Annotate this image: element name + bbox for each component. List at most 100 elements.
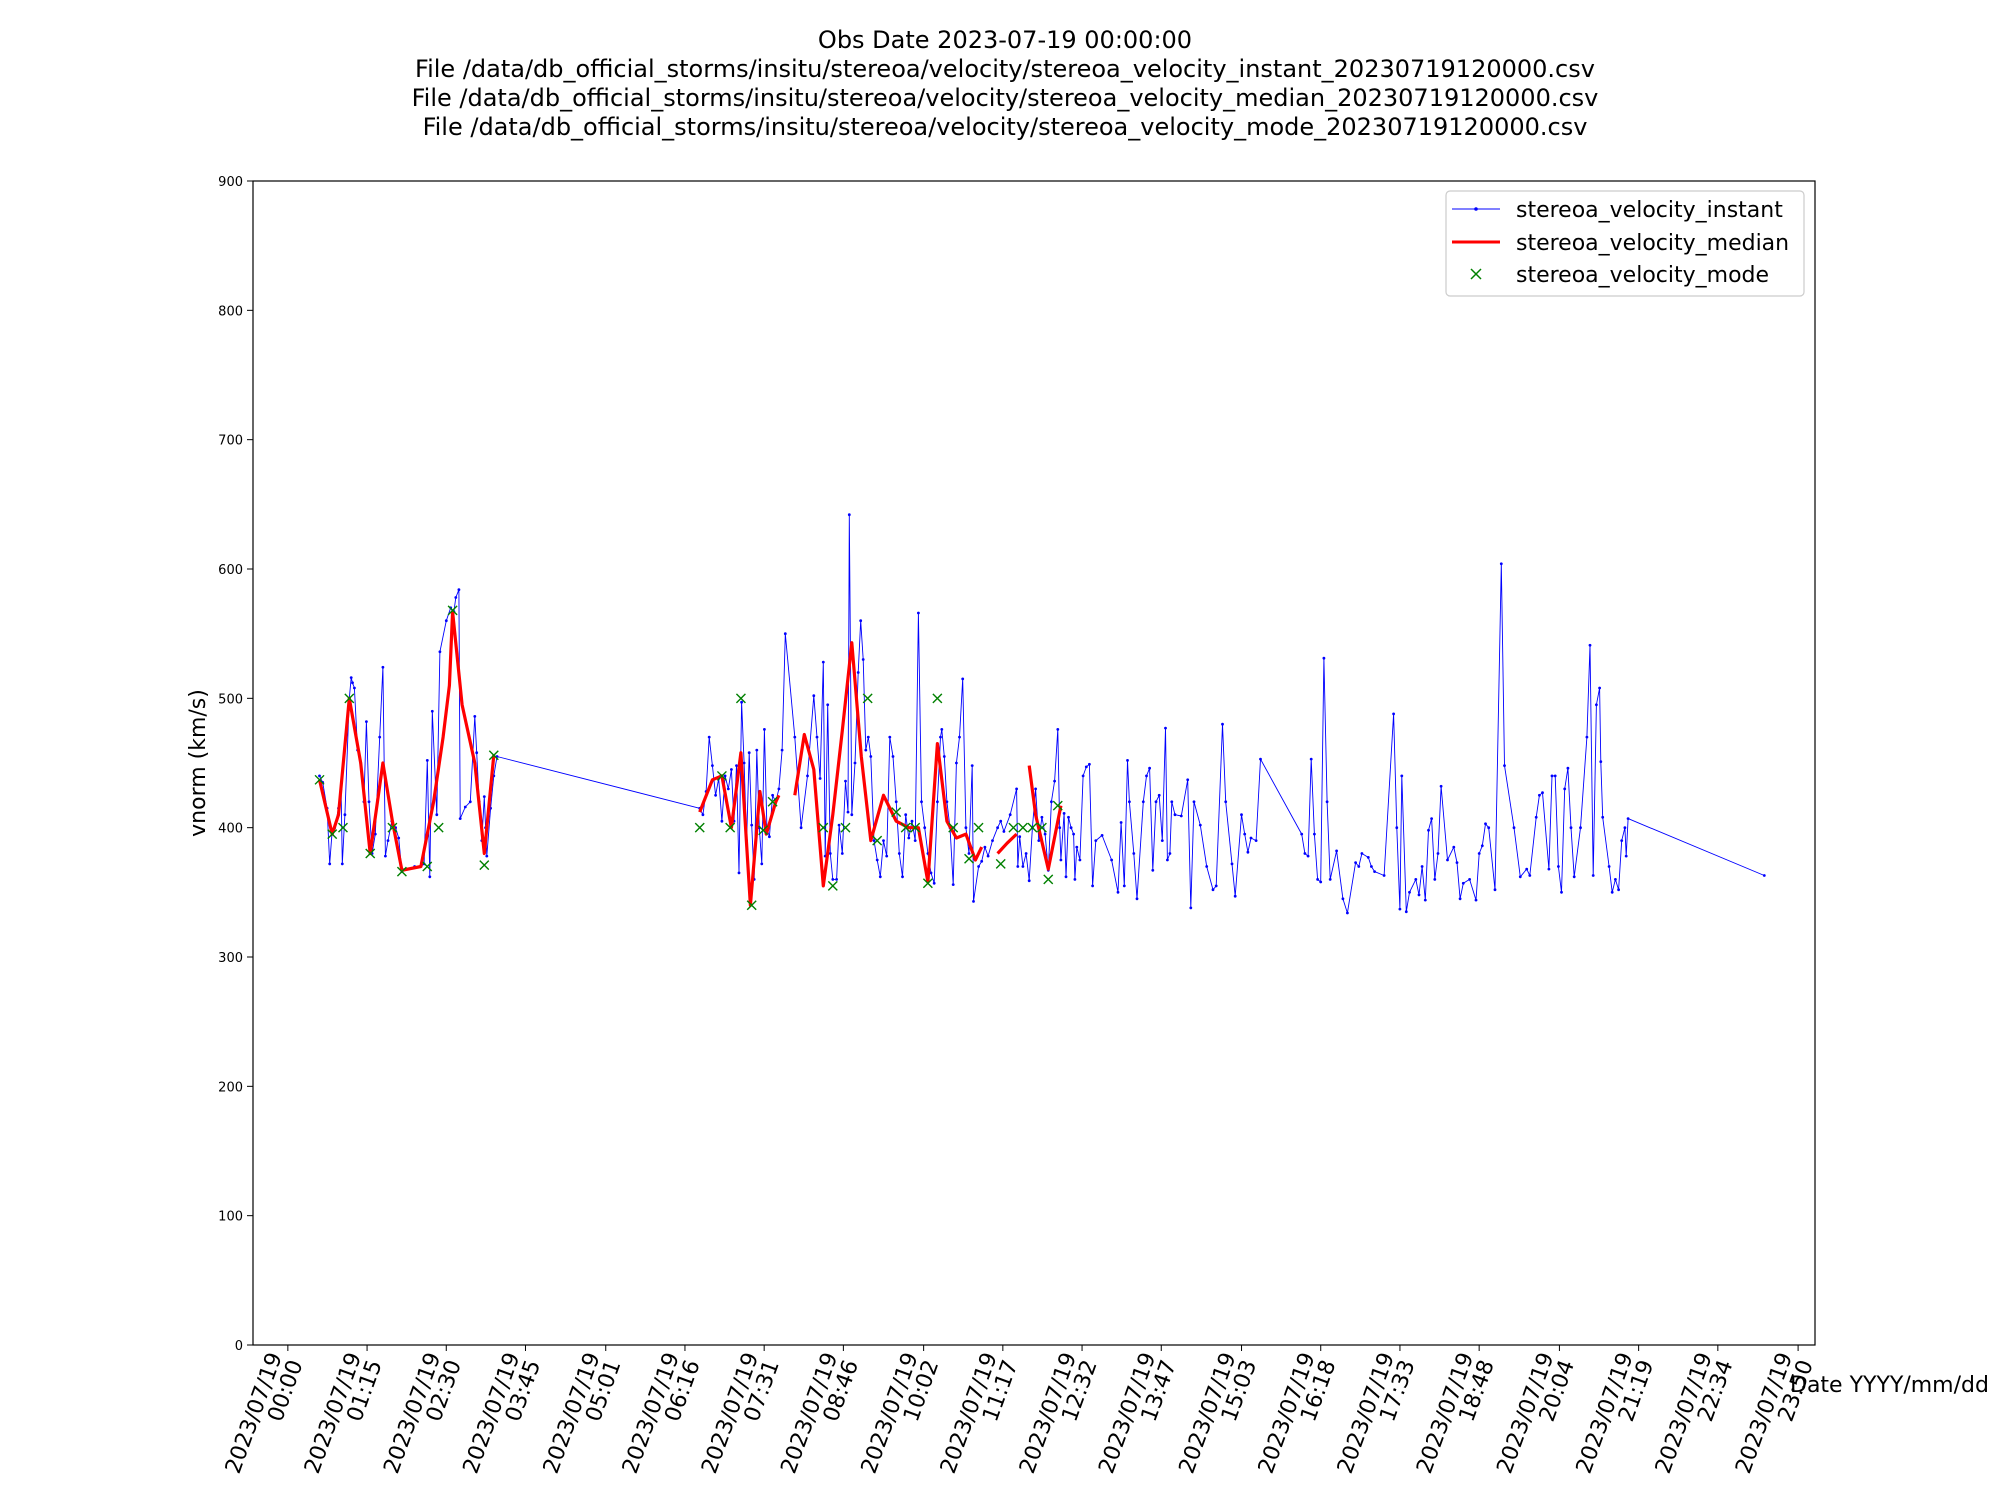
- instant-point: [318, 774, 321, 778]
- instant-point: [1230, 862, 1234, 866]
- y-tick-label: 300: [218, 951, 243, 966]
- instant-point: [1408, 890, 1411, 894]
- instant-point: [1316, 878, 1319, 881]
- mode-point: [746, 900, 757, 911]
- instant-point: [1468, 878, 1471, 881]
- instant-point: [1560, 890, 1563, 894]
- instant-point: [1243, 832, 1247, 836]
- y-tick-label: 400: [218, 822, 243, 837]
- instant-point: [1623, 826, 1627, 830]
- instant-point: [1189, 906, 1193, 910]
- instant-point: [454, 596, 458, 599]
- instant-point: [932, 881, 936, 885]
- instant-point: [726, 787, 730, 791]
- instant-point: [1382, 874, 1386, 877]
- median-series-segment: [1027, 765, 1063, 871]
- instant-point: [986, 854, 990, 858]
- instant-point: [1477, 852, 1481, 855]
- mode-point: [735, 693, 746, 704]
- instant-point: [760, 862, 764, 866]
- instant-point: [1563, 787, 1567, 791]
- mode-point: [725, 822, 736, 833]
- instant-point: [1572, 875, 1576, 879]
- instant-point: [894, 800, 898, 804]
- instant-point: [1173, 813, 1177, 817]
- chart-title: Obs Date 2023-07-19 00:00:00 File /data/…: [412, 26, 1599, 141]
- instant-point: [1366, 856, 1370, 859]
- instant-point: [1518, 875, 1522, 879]
- instant-point: [1141, 800, 1145, 804]
- instant-point: [812, 694, 816, 698]
- instant-point: [1119, 821, 1123, 824]
- instant-point: [831, 878, 835, 881]
- instant-point: [958, 735, 961, 739]
- instant-point: [381, 665, 385, 669]
- series-mode: [314, 605, 1063, 911]
- instant-point: [1487, 826, 1491, 830]
- instant-point: [936, 800, 939, 804]
- instant-point: [972, 900, 975, 903]
- instant-point: [755, 748, 759, 752]
- instant-point: [711, 764, 714, 767]
- instant-point: [837, 823, 841, 827]
- instant-point: [1037, 839, 1041, 842]
- instant-point: [996, 826, 999, 830]
- mode-point: [910, 822, 921, 833]
- instant-point: [901, 875, 904, 879]
- legend-mode-label: stereoa_velocity_mode: [1516, 263, 1769, 288]
- legend-box: [1445, 190, 1805, 297]
- mode-point: [488, 750, 499, 761]
- instant-point: [799, 826, 803, 830]
- plot-frame: [252, 180, 1816, 1346]
- instant-point: [384, 854, 387, 858]
- mode-point: [433, 822, 444, 833]
- instant-point: [1078, 858, 1082, 862]
- instant-point: [850, 813, 854, 817]
- instant-point: [1166, 858, 1169, 862]
- instant-point: [840, 852, 844, 855]
- instant-point: [1346, 911, 1349, 915]
- instant-point: [1002, 830, 1006, 833]
- instant-point: [783, 632, 787, 636]
- y-axis-ticks: 0 100 200 300 400 500 600 700 800 900: [218, 175, 253, 1354]
- instant-point: [438, 650, 442, 654]
- instant-point: [920, 800, 923, 804]
- instant-point: [735, 764, 738, 767]
- instant-point: [1610, 890, 1614, 894]
- instant-point: [1062, 812, 1066, 815]
- instant-point: [847, 513, 851, 517]
- instant-point: [913, 839, 917, 842]
- instant-point: [701, 813, 705, 817]
- instant-point: [872, 839, 876, 842]
- instant-point: [444, 619, 448, 623]
- instant-point: [1034, 787, 1037, 791]
- instant-point: [1021, 865, 1025, 868]
- instant-point: [1420, 865, 1424, 868]
- instant-point: [425, 759, 429, 762]
- instant-point: [869, 755, 873, 758]
- instant-point: [1417, 893, 1421, 897]
- instant-point: [1503, 764, 1506, 767]
- instant-point: [353, 686, 356, 690]
- mode-point: [872, 835, 883, 846]
- instant-point: [780, 748, 784, 752]
- instant-point: [964, 826, 968, 830]
- instant-point: [1164, 726, 1167, 730]
- instant-point: [1053, 779, 1056, 783]
- instant-point: [882, 839, 885, 842]
- instant-point: [793, 735, 797, 739]
- instant-point: [428, 875, 432, 879]
- instant-point: [1392, 712, 1395, 716]
- instant-point: [707, 735, 711, 739]
- instant-point: [1128, 800, 1131, 804]
- instant-point: [1455, 861, 1459, 864]
- instant-point: [929, 871, 933, 875]
- mode-point: [818, 822, 829, 833]
- instant-point: [1303, 852, 1307, 855]
- instant-point: [485, 854, 489, 858]
- median-series-segment: [698, 751, 781, 907]
- instant-point: [866, 735, 870, 739]
- instant-point: [1088, 762, 1091, 766]
- mode-point: [422, 861, 433, 872]
- instant-point: [1395, 826, 1399, 830]
